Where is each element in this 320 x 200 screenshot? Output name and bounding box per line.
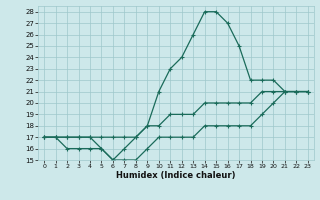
X-axis label: Humidex (Indice chaleur): Humidex (Indice chaleur) (116, 171, 236, 180)
